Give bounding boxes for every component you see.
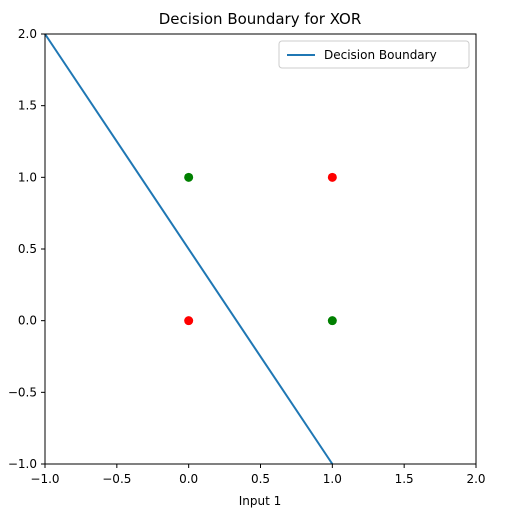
y-tick-label: 2.0 (18, 27, 37, 41)
y-tick-label: 1.0 (18, 170, 37, 184)
x-tick-label: 2.0 (466, 472, 485, 486)
x-axis: −1.0 −0.5 0.0 0.5 1.0 1.5 2.0 (30, 464, 486, 486)
x-tick-label: 1.5 (395, 472, 414, 486)
y-axis: −1.0 −0.5 0.0 0.5 1.0 1.5 2.0 (8, 27, 45, 471)
y-tick-label: −1.0 (8, 457, 37, 471)
legend-label: Decision Boundary (324, 48, 437, 62)
x-tick-label: 0.0 (179, 472, 198, 486)
data-point-2 (327, 316, 337, 326)
data-point-0 (184, 316, 194, 326)
y-tick-label: 1.5 (18, 99, 37, 113)
legend: Decision Boundary (278, 40, 470, 69)
x-tick-label: 0.5 (251, 472, 270, 486)
data-point-1 (184, 172, 194, 182)
x-tick-label: −1.0 (30, 472, 59, 486)
series-line-0 (44, 33, 334, 465)
x-axis-label: Input 1 (239, 494, 282, 508)
y-tick-label: −0.5 (8, 385, 37, 399)
data-point-3 (327, 172, 337, 182)
plot-area (44, 33, 337, 465)
x-tick-label: 1.0 (323, 472, 342, 486)
legend-box (278, 40, 470, 69)
y-tick-label: 0.0 (18, 314, 37, 328)
x-tick-label: −0.5 (102, 472, 131, 486)
plot-frame (44, 33, 477, 465)
y-tick-label: 0.5 (18, 242, 37, 256)
chart-title: Decision Boundary for XOR (159, 10, 362, 28)
